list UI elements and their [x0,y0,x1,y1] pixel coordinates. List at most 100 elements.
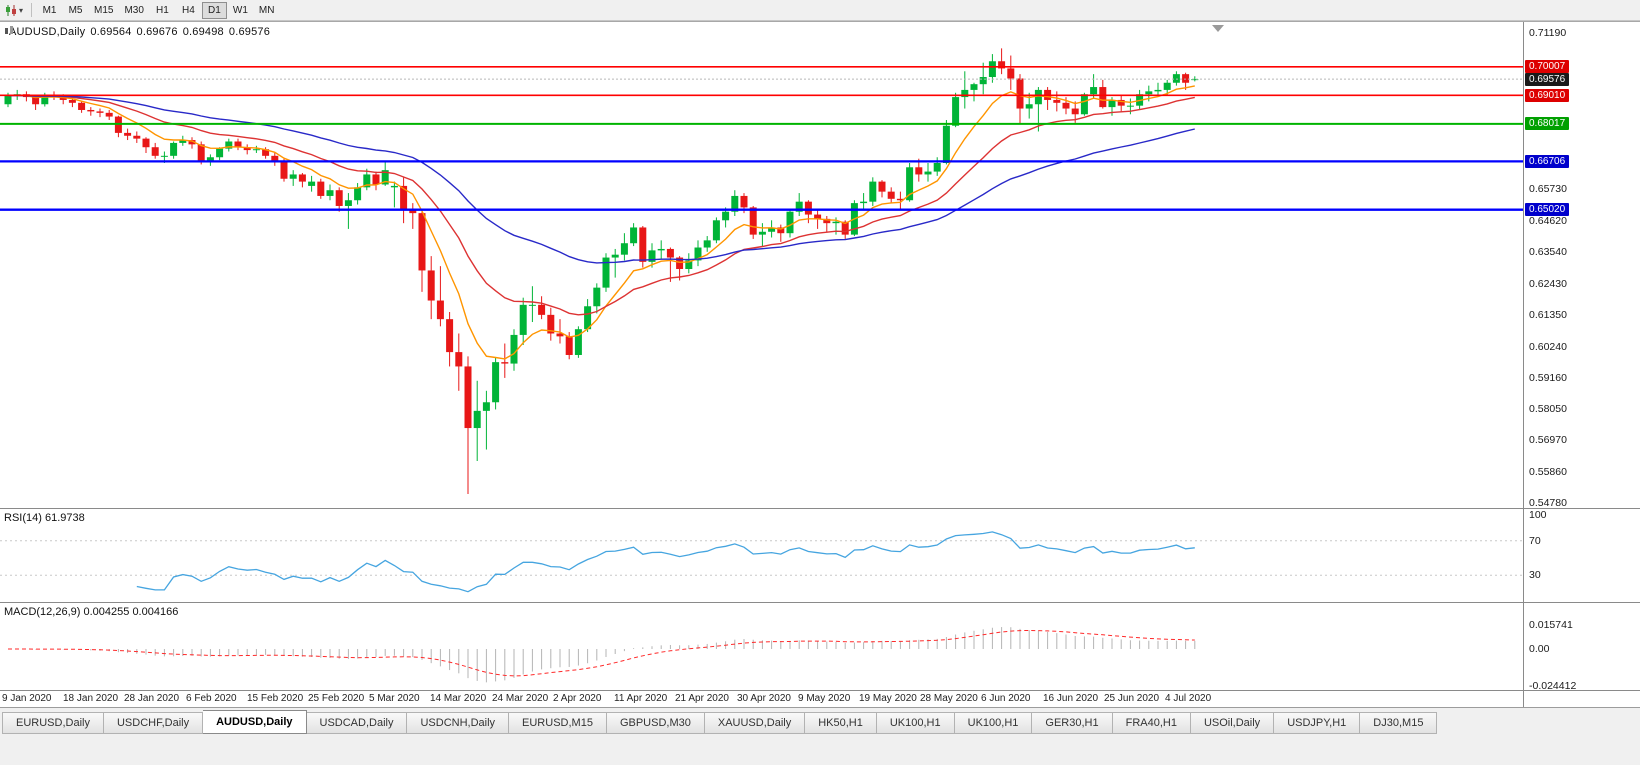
price-level-badge: 0.69576 [1525,72,1570,86]
rsi-axis-label: 30 [1529,569,1541,582]
time-axis[interactable]: 9 Jan 2020 18 Jan 2020 28 Jan 2020 6 Feb 20… [0,691,1524,707]
date-label: 11 Apr 2020 [614,693,668,704]
date-label: 25 Jun 2020 [1104,693,1160,704]
price-axis-label: 0.65730 [1529,183,1567,196]
chart-tab-fra40-h1[interactable]: FRA40,H1 [1112,712,1191,734]
price-level-badge: 0.65020 [1525,203,1570,217]
chart-shift-marker-icon[interactable] [1212,25,1224,32]
price-axis-label: 0.56970 [1529,434,1567,447]
rsi-indicator-pane[interactable]: RSI(14) 61.9738 [0,509,1524,602]
time-axis-corner [1524,691,1640,707]
price-level-badge: 0.69010 [1525,88,1570,102]
macd-signal-value: 0.004166 [132,606,179,618]
timeframe-button-m1[interactable]: M1 [42,4,57,16]
time-axis-row: 9 Jan 2020 18 Jan 2020 28 Jan 2020 6 Feb 20… [0,690,1640,707]
timeframe-button-m15[interactable]: M15 [94,4,114,16]
chart-tabs-bar: EURUSD,Daily USDCHF,Daily AUDUSD,Daily USDC… [0,707,1640,734]
date-label: 9 May 2020 [798,693,851,704]
price-pane-row: AUDUSD,Daily 0.69564 0.69676 0.69498 0.6… [0,22,1640,508]
price-axis-label: 0.59160 [1529,371,1567,384]
timeframe-toolbar: ▾ M1 M5 M15 M30 H1 H4 D1 W1 MN [0,0,1640,21]
chart-window: AUDUSD,Daily 0.69564 0.69676 0.69498 0.6… [0,21,1640,707]
rsi-line [136,531,1195,593]
date-label: 15 Feb 2020 [247,693,304,704]
price-axis-label: 0.64620 [1529,215,1567,228]
timeframe-button-m5[interactable]: M5 [68,4,83,16]
price-level-badge: 0.70007 [1525,60,1570,74]
price-axis-label: 0.61350 [1529,308,1567,321]
ma-fast-orange [7,85,1195,360]
macd-main-value: 0.004255 [83,606,130,618]
date-label: 5 Mar 2020 [369,693,420,704]
chart-tab-uk100-h1[interactable]: UK100,H1 [876,712,955,734]
macd-signal-line [8,629,1195,677]
price-chart-pane[interactable]: AUDUSD,Daily 0.69564 0.69676 0.69498 0.6… [0,22,1524,508]
price-axis-label: 0.58050 [1529,403,1567,416]
macd-axis[interactable]: 0.015741 0.00 -0.024412 [1524,603,1640,690]
price-axis-label: 0.63540 [1529,246,1567,259]
date-label: 24 Mar 2020 [492,693,549,704]
price-axis-label: 0.62430 [1529,277,1567,290]
price-level-badge: 0.66706 [1525,154,1570,168]
date-label: 4 Jul 2020 [1165,693,1212,704]
price-axis[interactable]: 0.71190 0.65730 0.64620 0.63540 0.62430 0.613… [1524,22,1640,508]
rsi-axis[interactable]: 100 70 30 [1524,509,1640,602]
timeframe-button-w1[interactable]: W1 [232,4,248,16]
chart-tab-usoil-daily[interactable]: USOil,Daily [1190,712,1275,734]
macd-label: MACD(12,26,9) 0.004255 0.004166 [4,606,178,618]
macd-indicator-pane[interactable]: MACD(12,26,9) 0.004255 0.004166 [0,603,1524,690]
timeframe-button-h4[interactable]: H4 [182,4,195,16]
macd-axis-label: 0.015741 [1529,619,1573,632]
date-label: 2 Apr 2020 [553,693,602,704]
date-label: 21 Apr 2020 [675,693,729,704]
date-label: 28 Jan 2020 [124,693,180,704]
candlestick-chart [0,25,1523,494]
chart-title: AUDUSD,Daily 0.69564 0.69676 0.69498 0.6… [4,26,270,38]
timeframe-button-h1[interactable]: H1 [156,4,169,16]
ohlc-high: 0.69676 [136,26,178,38]
chart-tab-hk50-h1[interactable]: HK50,H1 [805,712,877,734]
chart-tab-audusd-daily[interactable]: AUDUSD,Daily [203,710,307,734]
date-label: 6 Jun 2020 [981,693,1031,704]
macd-pane-row: MACD(12,26,9) 0.004255 0.004166 0.015741… [0,602,1640,690]
chart-tab-uk100-h1[interactable]: UK100,H1 [954,712,1033,734]
price-axis-label: 0.60240 [1529,340,1567,353]
date-label: 18 Jan 2020 [63,693,119,704]
ma-medium-red [7,94,1195,316]
ohlc-open: 0.69564 [90,26,132,38]
date-label: 30 Apr 2020 [737,693,791,704]
toolbar-separator [31,3,33,17]
chart-tab-usdcnh-daily[interactable]: USDCNH,Daily [407,712,510,734]
date-label: 16 Jun 2020 [1043,693,1099,704]
date-label: 14 Mar 2020 [430,693,487,704]
macd-histogram [16,627,1196,683]
chart-tab-usdchf-daily[interactable]: USDCHF,Daily [103,712,204,734]
ma-slow-blue [8,94,1195,264]
chart-tab-xauusd-daily[interactable]: XAUUSD,Daily [704,712,806,734]
candlestick-series [4,48,1199,494]
chart-tab-usdcad-daily[interactable]: USDCAD,Daily [306,712,408,734]
date-label: 6 Feb 2020 [186,693,237,704]
ohlc-close: 0.69576 [228,26,271,38]
chart-tab-eurusd-daily[interactable]: EURUSD,Daily [2,712,104,734]
chart-tab-ger30-h1[interactable]: GER30,H1 [1032,712,1113,734]
chart-tab-gbpusd-m30[interactable]: GBPUSD,M30 [606,712,705,734]
price-axis-label: 0.71190 [1529,26,1567,39]
chart-tab-usdjpy-h1[interactable]: USDJPY,H1 [1274,712,1361,734]
chart-type-icon[interactable] [4,4,18,17]
timeframe-button-mn[interactable]: MN [258,4,275,16]
chart-tab-dj30-m15[interactable]: DJ30,M15 [1360,712,1438,734]
chart-tab-eurusd-m15[interactable]: EURUSD,M15 [509,712,607,734]
rsi-name: RSI(14) [4,512,42,524]
rsi-plot [0,531,1523,593]
timeframe-button-m30[interactable]: M30 [124,4,144,16]
date-label: 19 May 2020 [859,693,917,704]
rsi-value: 61.9738 [44,512,85,524]
rsi-label: RSI(14) 61.9738 [4,512,85,524]
macd-plot [8,627,1196,683]
timeframe-button-d1[interactable]: D1 [201,1,227,19]
price-axis-label: 0.54780 [1529,497,1567,508]
rsi-axis-label: 70 [1529,534,1541,547]
dropdown-caret-icon[interactable]: ▾ [19,5,24,15]
